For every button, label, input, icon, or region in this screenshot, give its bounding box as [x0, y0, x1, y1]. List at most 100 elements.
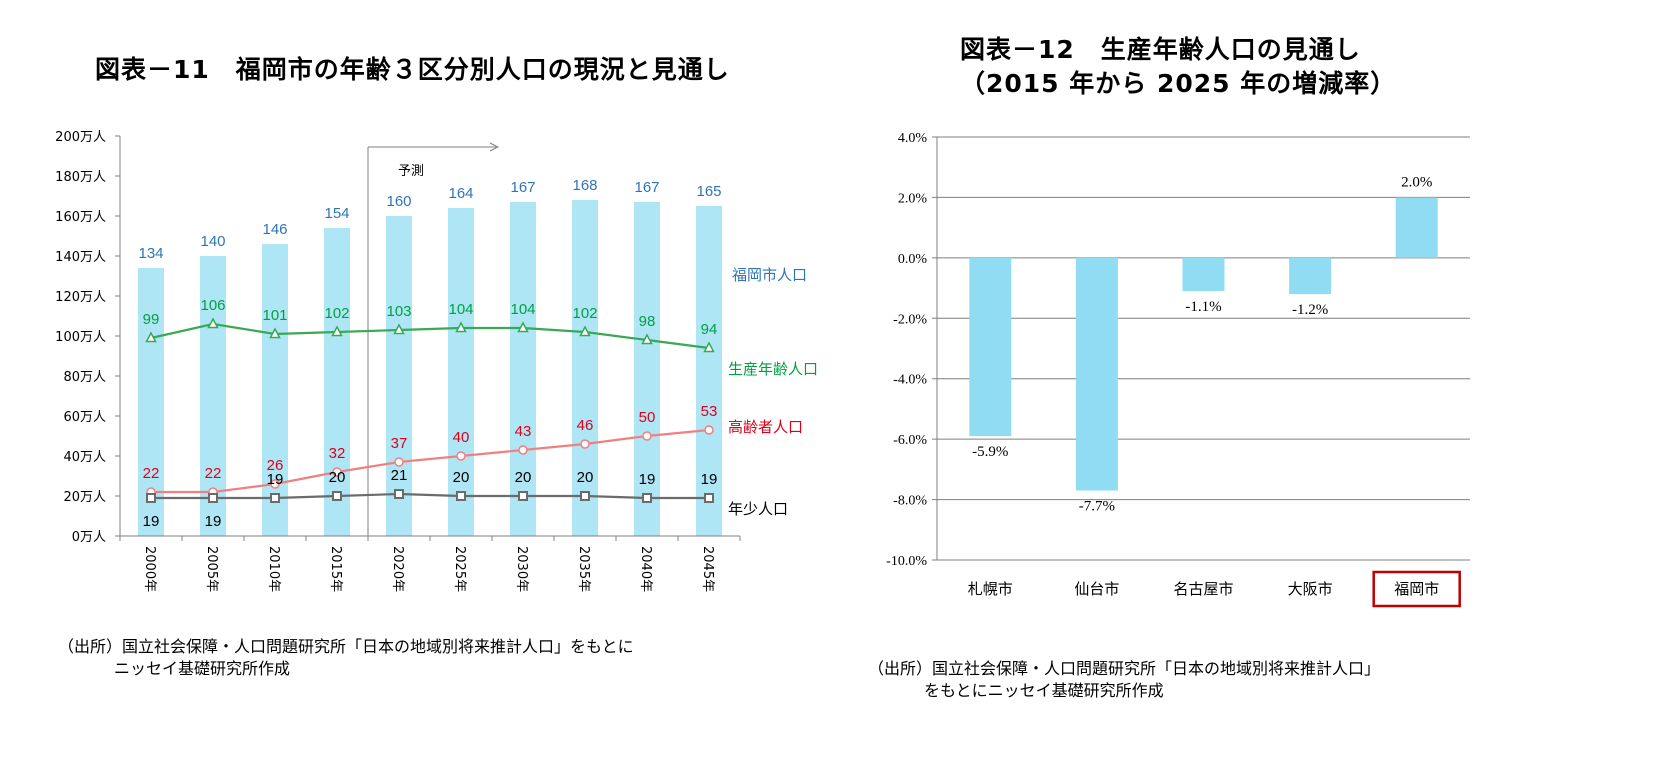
population-bar	[510, 202, 536, 536]
growth-bar	[1395, 197, 1438, 258]
working-age-change-chart: -10.0% -8.0% -6.0% -4.0% -2.0% 0.0% 2.0% 4.0% -5…	[886, 131, 1470, 608]
line-point-label: 43	[515, 423, 532, 440]
x-category-label: 名古屋市	[1173, 580, 1233, 598]
y-tick-label: 60万人	[63, 410, 106, 425]
population-bar	[448, 208, 474, 536]
line-point-marker	[394, 489, 404, 499]
y-tick-label: -10.0%	[886, 554, 927, 569]
population-bar-label: 146	[262, 221, 287, 238]
right-source-line2: をもとにニッセイ基礎研究所作成	[924, 681, 1164, 700]
y-tick-label: 100万人	[55, 330, 106, 345]
x-tick-label: 2045年	[700, 546, 715, 592]
line-point-label: 46	[577, 417, 594, 434]
line-point-label: 101	[262, 307, 287, 324]
line-point-marker	[579, 325, 591, 337]
line-point-marker	[456, 451, 466, 461]
growth-bar	[969, 257, 1012, 437]
left-source-note: （出所）国立社会保障・人口問題研究所「日本の地域別将来推計人口」をもとに ニッセ…	[58, 636, 634, 680]
x-category-label: 福岡市	[1394, 580, 1439, 598]
population-bar-label: 168	[572, 177, 597, 194]
y-tick-label: 200万人	[55, 130, 106, 145]
line-point-label: 20	[515, 469, 532, 486]
line-point-label: 104	[510, 301, 535, 318]
line-point-marker	[642, 493, 652, 503]
line-point-label: 19	[205, 513, 222, 530]
line-point-marker	[145, 331, 157, 343]
y-tick-label: 0万人	[72, 530, 106, 545]
line-point-marker	[580, 491, 590, 501]
forecast-arrow-head	[489, 142, 500, 152]
y-tick-label: 180万人	[55, 170, 106, 185]
line-point-label: 40	[453, 429, 470, 446]
line-point-marker	[394, 457, 404, 467]
series-label: 高齢者人口	[728, 419, 803, 436]
growth-bar-label: -1.1%	[1185, 299, 1221, 315]
population-bar	[386, 216, 412, 536]
line-point-label: 102	[572, 305, 597, 322]
right-chart-title-line1: 図表－12 生産年齢人口の見通し	[960, 35, 1361, 64]
population-bar	[572, 200, 598, 536]
line-point-label: 20	[453, 469, 470, 486]
line-point-label: 102	[324, 305, 349, 322]
population-bar	[634, 202, 660, 536]
growth-bar-label: -1.2%	[1292, 302, 1328, 318]
line-point-marker	[703, 341, 715, 353]
population-bar-label: 167	[510, 179, 535, 196]
y-tick-label: 140万人	[55, 250, 106, 265]
population-bar	[696, 206, 722, 536]
growth-bar-label: 2.0%	[1401, 174, 1432, 190]
population-bar-label: 154	[324, 205, 349, 222]
population-bar-label: 140	[200, 233, 225, 250]
line-point-marker	[704, 493, 714, 503]
line-point-label: 20	[577, 469, 594, 486]
growth-bar	[1289, 257, 1332, 295]
line-point-label: 99	[143, 311, 160, 328]
line-point-marker	[270, 479, 280, 489]
y-tick-label: 0.0%	[898, 252, 928, 267]
line-point-marker	[331, 325, 343, 337]
population-bar-label: 165	[696, 183, 721, 200]
x-tick-label: 2025年	[452, 546, 467, 592]
line-point-marker	[517, 321, 529, 333]
y-tick-label: -8.0%	[893, 494, 927, 509]
line-point-label: 37	[391, 435, 408, 452]
y-tick-label: 20万人	[63, 490, 106, 505]
series-label: 年少人口	[728, 501, 788, 518]
population-bar	[324, 228, 350, 536]
line-point-label: 98	[639, 313, 656, 330]
line-point-label: 22	[205, 465, 222, 482]
line-point-label: 104	[448, 301, 473, 318]
growth-bar	[1075, 257, 1118, 491]
line-point-label: 21	[391, 467, 408, 484]
line-point-marker	[641, 333, 653, 345]
y-tick-label: 80万人	[63, 370, 106, 385]
line-point-label: 19	[701, 471, 718, 488]
x-category-label: 大阪市	[1288, 580, 1333, 598]
x-tick-label: 2000年	[142, 546, 157, 592]
x-tick-label: 2040年	[638, 546, 653, 592]
x-tick-label: 2010年	[266, 546, 281, 592]
series-line	[150, 322, 710, 350]
growth-bar-label: -7.7%	[1079, 499, 1115, 515]
line-point-marker	[518, 445, 528, 455]
y-tick-label: -6.0%	[893, 433, 927, 448]
line-point-label: 32	[329, 445, 346, 462]
line-point-label: 20	[329, 469, 346, 486]
population-bar-label: 167	[634, 179, 659, 196]
line-point-label: 19	[639, 471, 656, 488]
line-point-label: 94	[701, 321, 718, 338]
growth-bar-label: -5.9%	[972, 444, 1008, 460]
population-bar-label: 134	[138, 245, 163, 262]
line-point-marker	[270, 493, 280, 503]
line-point-label: 103	[386, 303, 411, 320]
right-source-note: （出所）国立社会保障・人口問題研究所「日本の地域別将来推計人口」 をもとにニッセ…	[868, 658, 1380, 702]
y-tick-label: -2.0%	[893, 312, 927, 327]
line-point-marker	[146, 493, 156, 503]
y-tick-label: 2.0%	[898, 191, 928, 206]
series-label: 生産年齢人口	[728, 361, 818, 378]
y-tick-label: -4.0%	[893, 373, 927, 388]
line-point-label: 50	[639, 409, 656, 426]
line-point-marker	[207, 317, 219, 329]
line-point-label: 106	[200, 297, 225, 314]
line-point-marker	[269, 327, 281, 339]
